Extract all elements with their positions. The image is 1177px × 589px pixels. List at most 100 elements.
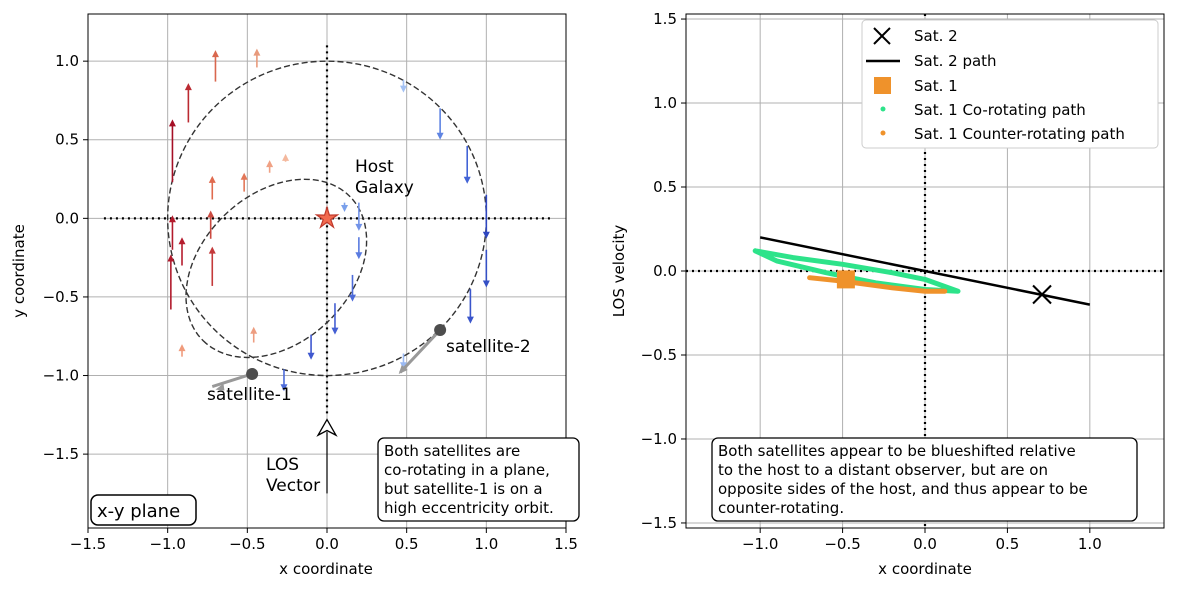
left-xtick-label: −1.0 xyxy=(149,535,185,553)
right-ytick-label: −1.0 xyxy=(641,430,677,448)
sat1-marker xyxy=(836,270,855,289)
right-y-axis-label: LOS velocity xyxy=(610,225,628,318)
velocity-arrow-head xyxy=(266,160,274,168)
right-xtick-label: 0.5 xyxy=(995,535,1019,553)
panel-label: x-y plane xyxy=(97,501,180,522)
velocity-arrow-head xyxy=(167,254,175,262)
legend-label-sat2-path: Sat. 2 path xyxy=(914,52,997,70)
velocity-arrow-head xyxy=(207,210,215,218)
left-ytick-label: 0.0 xyxy=(55,209,79,227)
left-note-line-4: high eccentricity orbit. xyxy=(384,499,554,517)
sat1-counterrotating-path xyxy=(807,275,948,294)
sat1-corotating-path xyxy=(752,248,961,294)
right-note-line-3: opposite sides of the host, and thus app… xyxy=(718,480,1088,498)
satellite-2-marker xyxy=(434,323,447,336)
velocity-arrow-head xyxy=(436,132,444,140)
satellite-1-label: satellite-1 xyxy=(207,385,292,405)
los-label-line1: LOS xyxy=(266,455,299,475)
right-ytick-label: 1.0 xyxy=(653,94,677,112)
host-galaxy-star xyxy=(314,205,340,229)
left-ytick-label: 1.0 xyxy=(55,52,79,70)
velocity-arrow-head xyxy=(466,316,474,324)
velocity-arrow-head xyxy=(482,231,490,239)
legend-label-counterrot: Sat. 1 Counter-rotating path xyxy=(914,125,1125,143)
velocity-arrow-head xyxy=(208,246,216,254)
left-note-line-1: Both satellites are xyxy=(384,442,520,460)
velocity-arrow-head xyxy=(240,172,248,180)
left-x-axis-label: x coordinate xyxy=(279,560,373,578)
velocity-arrow-head xyxy=(482,280,490,288)
left-note-box: Both satellites are co-rotating in a pla… xyxy=(377,437,580,522)
left-xtick-label: −0.5 xyxy=(229,535,265,553)
legend-label-sat2: Sat. 2 xyxy=(914,27,958,45)
satellite-1-orbit xyxy=(185,178,368,359)
velocity-arrow-head xyxy=(168,215,176,223)
velocity-arrow-head xyxy=(355,223,363,231)
velocity-arrow-head xyxy=(178,237,186,245)
velocity-arrow-head xyxy=(211,50,219,58)
legend: Sat. 2 Sat. 2 path Sat. 1 Sat. 1 Co-rota… xyxy=(861,19,1159,149)
left-note-line-3: but satellite-1 is on a xyxy=(384,480,543,498)
right-ticks: −1.0 −0.5 0.0 0.5 1.0 −1.5 −1.0 −0.5 0.0 0.5 1.0 1.… xyxy=(641,10,1102,553)
right-panel: −1.0 −0.5 0.0 0.5 1.0 −1.5 −1.0 −0.5 0.0 0.5 1.0 1.… xyxy=(610,10,1165,578)
right-ytick-label: −1.5 xyxy=(641,514,677,532)
velocity-arrow-head xyxy=(178,344,186,352)
right-note-line-1: Both satellites appear to be blueshifted… xyxy=(718,442,1076,460)
left-xtick-label: −1.5 xyxy=(70,535,106,553)
legend-marker-square xyxy=(874,77,891,94)
host-label-line1: Host xyxy=(355,157,394,177)
left-y-axis-label: y coordinate xyxy=(10,224,28,318)
legend-label-corot: Sat. 1 Co-rotating path xyxy=(914,101,1086,119)
satellite-2-trail xyxy=(399,328,442,374)
left-content xyxy=(103,45,551,494)
right-note-line-2: to the host to a distant observer, but a… xyxy=(718,461,1048,479)
los-vector-head xyxy=(316,418,338,437)
left-note-line-2: co-rotating in a plane, xyxy=(384,461,550,479)
host-label-line2: Galaxy xyxy=(355,178,414,198)
right-ytick-label: 0.5 xyxy=(653,178,677,196)
velocity-arrow-head xyxy=(253,48,261,56)
velocity-arrow-head xyxy=(184,83,192,91)
velocity-arrow-head xyxy=(168,119,176,127)
right-xtick-label: 1.0 xyxy=(1078,535,1102,553)
velocity-arrow-head xyxy=(307,352,315,360)
right-ytick-label: 0.0 xyxy=(653,262,677,280)
velocity-arrow-head xyxy=(280,384,288,392)
legend-label-sat1: Sat. 1 xyxy=(914,77,958,95)
legend-marker-x xyxy=(873,27,891,45)
right-note-line-4: counter-rotating. xyxy=(718,499,844,517)
velocity-arrow-head xyxy=(399,362,407,370)
right-ytick-label: −0.5 xyxy=(641,346,677,364)
satellite-1-trail-head xyxy=(215,383,225,391)
left-ytick-label: −0.5 xyxy=(43,288,79,306)
satellite-2-label: satellite-2 xyxy=(446,337,531,357)
left-panel: −1.5 −1.0 −0.5 0.0 0.5 1.0 1.5 −1.5 −1.0 −0.5 0.0 0… xyxy=(10,13,580,578)
sat2-marker xyxy=(1032,284,1052,305)
legend-marker-green-dot xyxy=(880,106,886,112)
left-xtick-label: 1.0 xyxy=(474,535,498,553)
right-xtick-label: −0.5 xyxy=(824,535,860,553)
right-xtick-label: −1.0 xyxy=(742,535,778,553)
velocity-arrow-head xyxy=(348,294,356,302)
legend-marker-orange-dot xyxy=(880,130,886,136)
left-ytick-label: −1.5 xyxy=(43,445,79,463)
velocity-arrow-head xyxy=(399,85,407,93)
left-ytick-label: 0.5 xyxy=(55,131,79,149)
panel-label-box: x-y plane xyxy=(90,494,197,526)
right-ytick-label: 1.5 xyxy=(653,10,677,28)
satellite-2-trail-head xyxy=(398,364,408,374)
left-xtick-label: 0.5 xyxy=(395,535,419,553)
velocity-arrow-head xyxy=(208,175,216,183)
left-ytick-label: −1.0 xyxy=(43,367,79,385)
satellite-1-marker xyxy=(246,367,259,380)
velocity-arrow-head xyxy=(355,252,363,260)
left-ticks: −1.5 −1.0 −0.5 0.0 0.5 1.0 1.5 −1.5 −1.0 −0.5 0.0 0… xyxy=(43,52,578,553)
sat2-path xyxy=(759,236,1091,306)
velocity-arrow-head xyxy=(250,326,258,334)
right-x-axis-label: x coordinate xyxy=(878,560,972,578)
los-label-line2: Vector xyxy=(266,476,320,496)
satellite-1-trail xyxy=(211,372,253,388)
right-note-box: Both satellites appear to be blueshifted… xyxy=(711,437,1138,522)
velocity-arrow-head xyxy=(463,176,471,184)
right-xtick-label: 0.0 xyxy=(913,535,937,553)
